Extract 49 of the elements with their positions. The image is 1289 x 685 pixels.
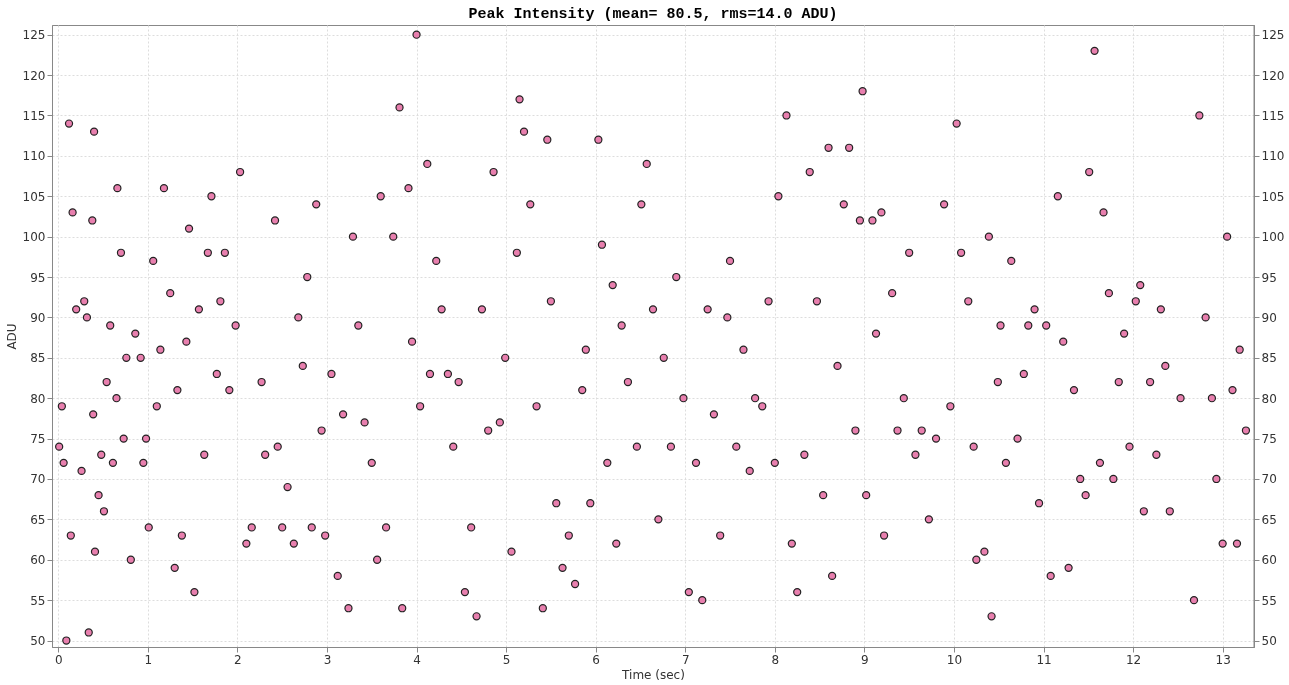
y-tick-label: 90 <box>30 310 46 325</box>
x-tick-label: 13 <box>1215 652 1231 667</box>
y2-tick-label: 65 <box>1261 512 1277 527</box>
x-tick-label: 9 <box>861 652 869 667</box>
y-tick-label: 80 <box>30 391 46 406</box>
y-tick-label: 55 <box>30 593 46 608</box>
y2-tick-label: 75 <box>1261 432 1277 447</box>
y-tick-label: 125 <box>22 28 46 43</box>
y-tick-label: 70 <box>30 472 46 487</box>
y2-tick-label: 95 <box>1261 270 1277 285</box>
y-axis-title: ADU <box>4 323 19 350</box>
y2-tick-label: 50 <box>1261 634 1277 649</box>
x-tick-label: 10 <box>946 652 963 667</box>
x-tick-label: 4 <box>413 652 421 667</box>
x-tick-label: 12 <box>1125 652 1142 667</box>
x-axis-title: Time (sec) <box>621 667 685 682</box>
x-tick-label: 5 <box>502 652 511 667</box>
x-tick-label: 7 <box>681 652 690 667</box>
y2-tick-label: 120 <box>1261 68 1285 83</box>
y-tick-label: 120 <box>22 68 46 83</box>
y-tick-label: 60 <box>30 553 46 568</box>
y-tick-label: 95 <box>30 270 46 285</box>
y-tick-label: 110 <box>22 149 46 164</box>
y-tick-label: 65 <box>30 512 46 527</box>
y2-tick-label: 85 <box>1261 351 1277 366</box>
chart-title: Peak Intensity (mean= 80.5, rms=14.0 ADU) <box>468 5 838 23</box>
y2-tick-label: 100 <box>1261 230 1285 245</box>
y2-tick-label: 80 <box>1261 391 1277 406</box>
y-tick-label: 105 <box>22 189 46 204</box>
y2-tick-label: 115 <box>1261 108 1285 123</box>
x-tick-label: 8 <box>771 652 780 667</box>
x-tick-label: 1 <box>144 652 153 667</box>
y2-tick-label: 60 <box>1261 553 1277 568</box>
y-tick-label: 75 <box>30 432 46 447</box>
x-tick-label: 6 <box>592 652 600 667</box>
x-tick-label: 0 <box>54 652 63 667</box>
y2-tick-label: 110 <box>1261 149 1285 164</box>
y-tick-label: 50 <box>30 634 46 649</box>
y2-tick-label: 70 <box>1261 472 1277 487</box>
x-tick-label: 3 <box>323 652 332 667</box>
y2-tick-label: 90 <box>1261 310 1277 325</box>
x-tick-label: 2 <box>234 652 242 667</box>
y-tick-label: 100 <box>22 230 46 245</box>
y-tick-label: 115 <box>22 108 46 123</box>
y2-tick-label: 55 <box>1261 593 1277 608</box>
y2-tick-label: 125 <box>1261 28 1285 43</box>
y-tick-label: 85 <box>30 351 46 366</box>
y2-tick-label: 105 <box>1261 189 1285 204</box>
x-tick-label: 11 <box>1036 652 1052 667</box>
